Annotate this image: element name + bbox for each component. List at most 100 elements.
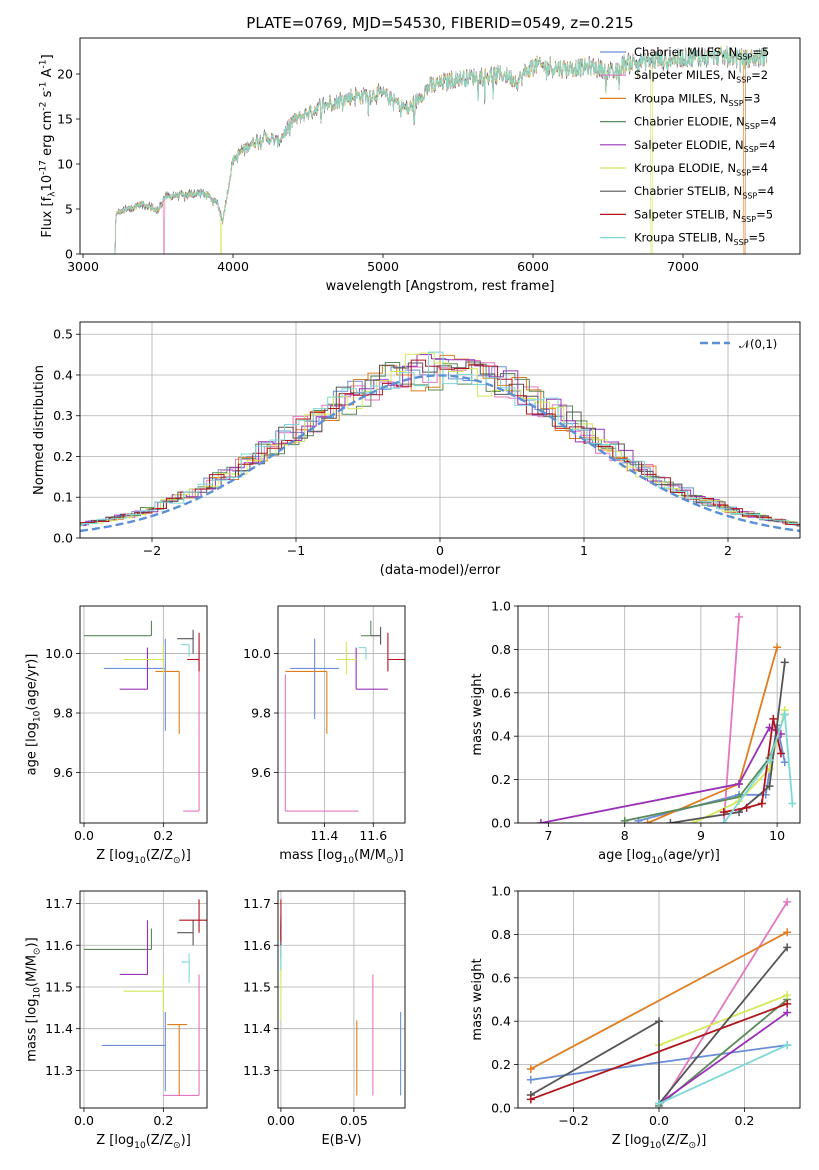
axes-mass_vs_Z: 0.0 0.2 11.3 11.4 11.5 11.6 11.7 Z [log10(Z/Z⊙)… (25, 890, 208, 1151)
weight-line-salpeter-miles (722, 616, 740, 823)
histogram-step-kroupa-elodie (80, 352, 800, 526)
weight-marker-chabrier-elodie (620, 816, 629, 823)
y-tick-label: 15 (57, 112, 73, 127)
weight-marker-kroupa-elodie (689, 819, 698, 823)
y-axis-label: mass [log10(M/M⊙)] (25, 937, 43, 1061)
y-tick-label: 11.3 (45, 1063, 73, 1078)
weight-marker-kroupa-miles (526, 1064, 535, 1073)
y-tick-label: 11.6 (45, 938, 73, 953)
ticks: 3000 4000 5000 6000 7000 0 5 10 15 20 (57, 67, 699, 275)
legend-label-salpeter-miles: Salpeter MILES, NSSP=2 (634, 68, 768, 84)
histogram-step-salpeter-stelib (80, 359, 800, 527)
y-axis-label: mass weight (470, 673, 485, 755)
weight-marker-salpeter-elodie (536, 819, 545, 823)
y-tick-label: 0.0 (53, 531, 73, 546)
plot-area (114, 45, 768, 254)
axes-frame (79, 605, 208, 824)
y-tick-label: 10.0 (243, 646, 271, 661)
legend: Chabrier MILES, NSSP=5 Salpeter MILES, NS… (600, 45, 777, 247)
weight-marker-chabrier-miles (780, 758, 789, 767)
ticks: 0.0 0.2 9.6 9.8 10.0 (45, 646, 173, 843)
errorbar-kroupa-elodie (123, 974, 164, 1013)
x-tick-label: 0.0 (649, 1113, 669, 1128)
legend-label-chabrier-miles: Chabrier MILES, NSSP=5 (634, 45, 769, 61)
y-tick-label: 11.3 (243, 1063, 271, 1078)
weight-line-salpeter-stelib (530, 1002, 788, 1101)
weight-line-salpeter-elodie (658, 1011, 788, 1105)
y-tick-label: 20 (57, 67, 73, 82)
y-tick-label: 10 (57, 157, 73, 172)
weight-marker-salpeter-stelib (769, 714, 778, 723)
x-tick-label: 0.2 (153, 828, 173, 843)
errorbar-kroupa-stelib (358, 647, 367, 660)
axes-residual_histogram: −2 −1 0 1 2 0.0 0.1 0.2 0.3 0.4 0.5 (data-model)/er… (32, 321, 801, 578)
x-tick-label: 7000 (667, 259, 699, 274)
y-tick-label: 9.6 (53, 765, 73, 780)
errorbar-salpeter-stelib (387, 632, 405, 672)
histogram-step-chabrier-miles (80, 359, 800, 526)
weight-line-chabrier-stelib (530, 946, 788, 1107)
legend-label-salpeter-stelib: Salpeter STELIB, NSSP=5 (634, 207, 773, 223)
y-tick-label: 0.2 (491, 772, 511, 787)
y-axis-label: Normed distribution (32, 365, 47, 495)
weight-marker-salpeter-stelib (776, 749, 785, 758)
y-tick-label: 11.7 (243, 896, 271, 911)
errorbar-kroupa-miles (285, 670, 328, 734)
axes-frame (277, 890, 406, 1109)
y-tick-label: 11.7 (45, 896, 73, 911)
y-tick-label: 1.0 (491, 599, 511, 614)
y-tick-label: 11.5 (243, 979, 271, 994)
y-tick-label: 5 (65, 202, 73, 217)
y-axis-label: mass weight (470, 958, 485, 1040)
y-tick-label: 0 (65, 247, 73, 262)
x-tick-label: 8 (621, 828, 629, 843)
grid (80, 322, 800, 539)
errorbar-salpeter-elodie (355, 647, 388, 690)
weight-line-kroupa-stelib (658, 1044, 788, 1105)
weight-marker-salpeter-stelib (783, 999, 792, 1008)
x-tick-label: 0 (436, 543, 444, 558)
x-tick-label: 0.0 (74, 1113, 94, 1128)
x-tick-label: 5000 (367, 259, 399, 274)
x-axis-label: (data-model)/error (380, 563, 501, 578)
errorbar-kroupa-miles (167, 1023, 188, 1096)
x-axis-label: mass [log10(M/M⊙)] (279, 848, 403, 866)
grid (80, 891, 207, 1108)
weight-marker-chabrier-miles (526, 1075, 535, 1084)
weight-marker-chabrier-stelib (765, 782, 774, 791)
errorbar-kroupa-elodie (123, 644, 164, 675)
errorbar-salpeter-elodie (119, 920, 149, 976)
plot-area (280, 899, 402, 1096)
y-tick-label: 11.4 (243, 1021, 271, 1036)
axes-frame (79, 321, 801, 539)
x-tick-label: 2 (724, 543, 732, 558)
weight-line-chabrier-elodie (624, 714, 786, 822)
plot-area (83, 620, 200, 812)
y-tick-label: 0.5 (53, 327, 73, 342)
x-tick-label: 0.2 (735, 1113, 755, 1128)
weight-marker-chabrier-stelib (780, 658, 789, 667)
weight-line-kroupa-stelib (723, 714, 794, 823)
x-tick-label: 0.0 (74, 828, 94, 843)
y-tick-label: 0.0 (491, 1101, 511, 1116)
weight-marker-kroupa-stelib (788, 799, 797, 808)
y-tick-label: 0.4 (491, 729, 511, 744)
errorbar-chabrier-elodie (361, 620, 372, 637)
legend-label-normal: 𝒩(0,1) (739, 337, 777, 351)
errorbar-salpeter-stelib (179, 899, 207, 933)
plot-area (83, 899, 207, 1097)
errorbar-kroupa-stelib (181, 644, 190, 657)
axes-frame (277, 605, 406, 824)
x-tick-label: 0.2 (153, 1113, 173, 1128)
y-tick-label: 10.0 (45, 646, 73, 661)
weight-line-kroupa-elodie (658, 994, 788, 1046)
axes-frame (79, 37, 801, 255)
x-axis-label: Z [log10(Z/Z⊙)] (96, 1133, 191, 1151)
ticks: 0.00 0.05 11.3 11.4 11.5 11.6 11.7 (243, 896, 368, 1128)
y-tick-label: 0.1 (53, 490, 73, 505)
weight-marker-kroupa-stelib (765, 756, 774, 765)
errorbar-chabrier-miles (101, 1012, 166, 1092)
plot-area (80, 351, 800, 533)
weight-marker-salpeter-stelib (757, 799, 766, 808)
weight-marker-salpeter-elodie (783, 1008, 792, 1017)
